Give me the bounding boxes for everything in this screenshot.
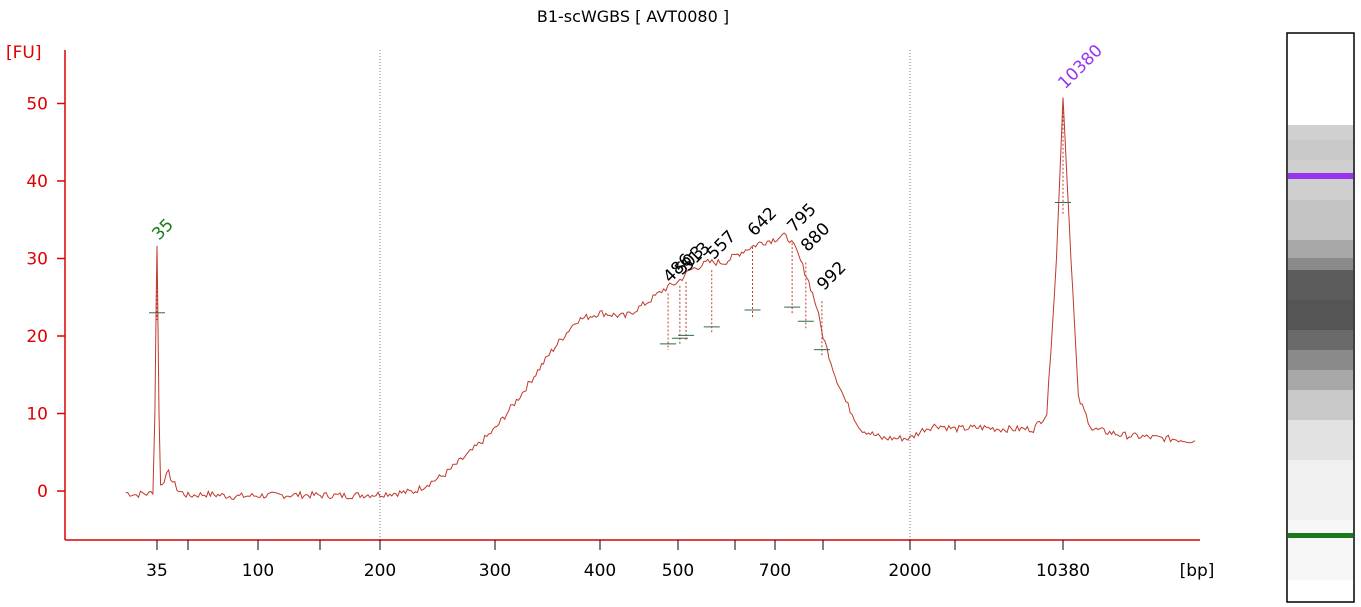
x-tick-label: 200 <box>364 561 396 581</box>
gel-band <box>1288 330 1353 350</box>
x-tick-label: 400 <box>584 561 616 581</box>
gel-band <box>1288 520 1353 580</box>
y-tick-label: 20 <box>26 327 48 347</box>
gel-band <box>1288 420 1353 460</box>
gel-band <box>1288 140 1353 160</box>
y-tick-label: 0 <box>37 482 48 502</box>
gel-band <box>1288 350 1353 370</box>
axis-layer: [FU] 0 10 20 30 40 50 35 100 200 300 400 500 700 2000 1… <box>6 43 1214 581</box>
x-tick-label: 700 <box>759 561 791 581</box>
y-axis-unit: [FU] <box>6 43 42 63</box>
gel-lower-marker-band <box>1288 533 1353 538</box>
gel-band <box>1288 160 1353 200</box>
gel-band <box>1288 370 1353 390</box>
signal-trace <box>125 97 1196 500</box>
gel-band <box>1288 460 1353 520</box>
y-tick-label: 10 <box>26 405 48 425</box>
chart-title: B1-scWGBS [ AVT0080 ] <box>537 7 729 26</box>
x-tick-label: 2000 <box>888 561 931 581</box>
gel-band <box>1288 240 1353 258</box>
gel-lane <box>1286 32 1355 603</box>
gel-band <box>1288 125 1353 140</box>
x-tick-label: 500 <box>662 561 694 581</box>
grid-layer <box>379 50 911 540</box>
x-tick-label: 35 <box>146 561 168 581</box>
y-tick-label: 50 <box>26 95 48 115</box>
gel-band <box>1288 258 1353 270</box>
peak-label: 35 <box>148 215 177 244</box>
x-axis-unit: [bp] <box>1180 561 1215 581</box>
x-tick-label: 10380 <box>1036 561 1090 581</box>
gel-band <box>1288 270 1353 300</box>
y-tick-label: 30 <box>26 250 48 270</box>
y-tick-label: 40 <box>26 172 48 192</box>
x-tick-label: 300 <box>479 561 511 581</box>
peak-label: 642 <box>744 203 781 240</box>
gel-band <box>1288 300 1353 330</box>
trace-layer <box>125 97 1196 500</box>
gel-upper-marker-band <box>1288 173 1353 179</box>
gel-band <box>1288 390 1353 420</box>
gel-band <box>1288 200 1353 240</box>
peak-label: 992 <box>813 258 850 295</box>
x-tick-label: 100 <box>242 561 274 581</box>
peak-label: 10380 <box>1054 41 1106 93</box>
